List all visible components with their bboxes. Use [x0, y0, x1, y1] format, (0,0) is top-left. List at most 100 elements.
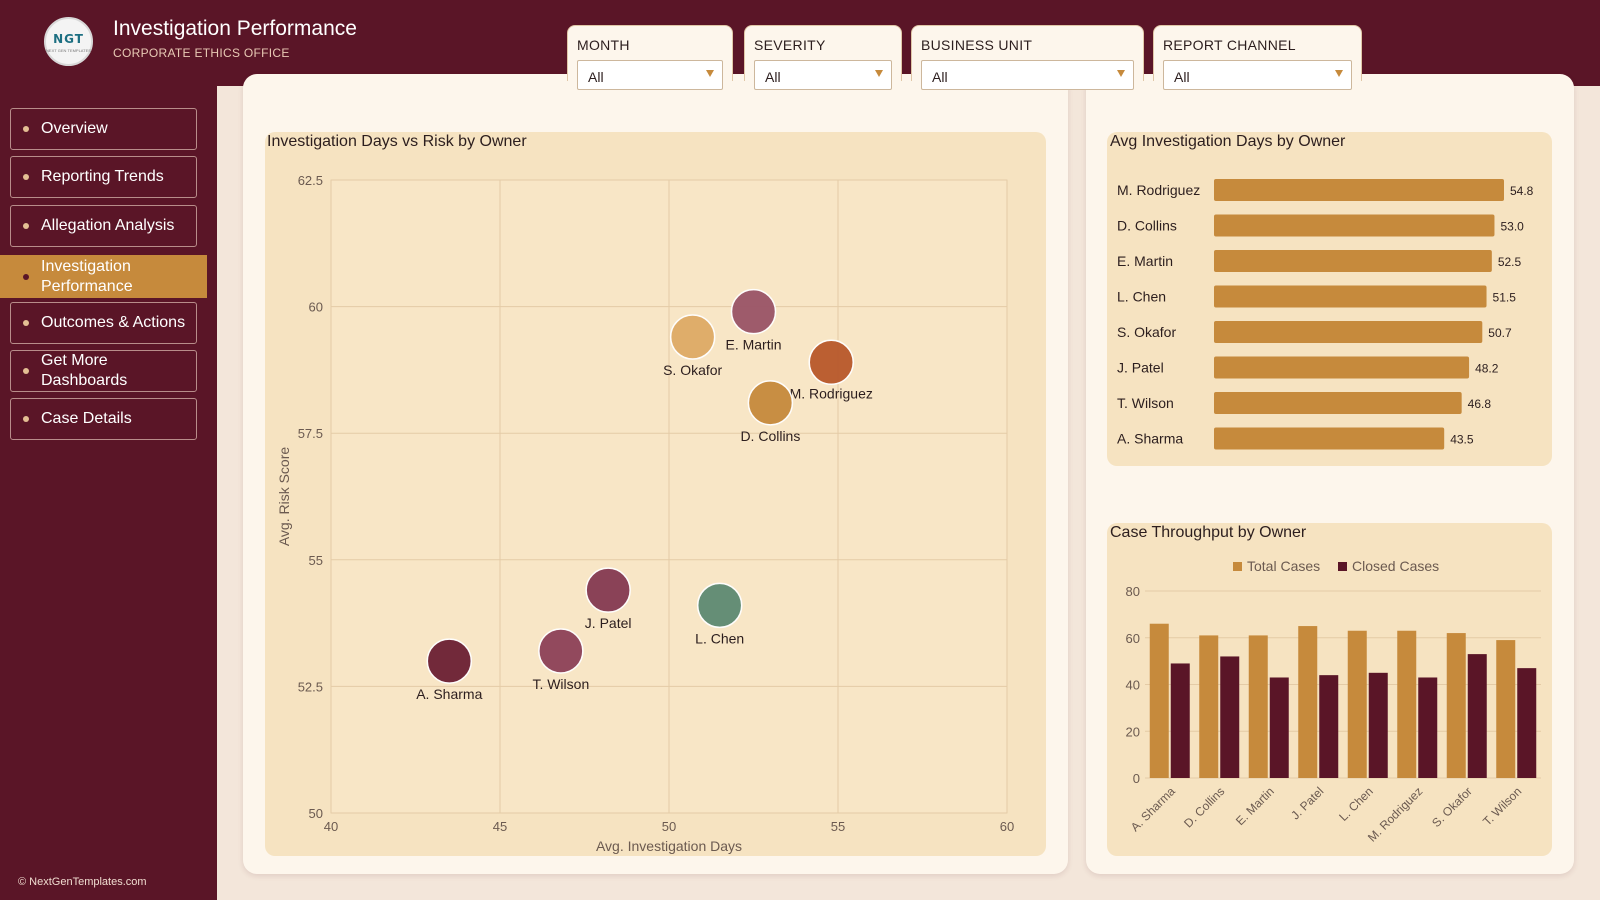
- bar-value-label: 54.8: [1510, 184, 1534, 198]
- y-tick-label: 62.5: [298, 173, 323, 188]
- report-channel-select[interactable]: All: [1163, 60, 1352, 90]
- select-value: All: [1174, 69, 1190, 85]
- chevron-down-icon: [875, 70, 883, 77]
- nav-item-case-details[interactable]: Case Details: [10, 398, 197, 440]
- scatter-point: [538, 628, 584, 674]
- filter-business-unit: BUSINESS UNIT All: [911, 25, 1144, 90]
- y-tick-label: 55: [309, 553, 323, 568]
- bar-category-label: E. Martin: [1117, 253, 1173, 269]
- column-bar: [1418, 677, 1438, 778]
- severity-select[interactable]: All: [754, 60, 892, 90]
- x-tick-label: 50: [662, 819, 676, 834]
- bar-category-label: D. Collins: [1117, 218, 1177, 234]
- nav-item-label: Allegation Analysis: [41, 217, 175, 234]
- bar-value-label: 48.2: [1475, 362, 1499, 376]
- avg-days-title: Avg Investigation Days by Owner: [1110, 133, 1346, 150]
- column-bar: [1199, 635, 1219, 778]
- avg-days-chart: M. Rodriguez 54.8 D. Collins 53.0 E. Martin 5…: [1117, 179, 1534, 450]
- column-bar: [1368, 672, 1388, 778]
- scatter-title: Investigation Days vs Risk by Owner: [267, 133, 527, 150]
- nav-item-label: Reporting Trends: [41, 168, 164, 185]
- bar: [1214, 392, 1462, 414]
- bar: [1214, 285, 1487, 308]
- nav-item-outcomes-actions[interactable]: Outcomes & Actions: [10, 302, 197, 344]
- nav-item-label: Get More Dashboards: [41, 352, 128, 389]
- bullet-icon: [23, 416, 29, 422]
- select-value: All: [588, 69, 604, 85]
- nav-item-reporting-trends[interactable]: Reporting Trends: [10, 156, 197, 198]
- legend-swatch: [1233, 562, 1242, 571]
- point-label: T. Wilson: [532, 676, 589, 692]
- column-bar: [1347, 630, 1367, 778]
- bar-value-label: 50.7: [1488, 326, 1512, 340]
- bar-category-label: J. Patel: [1117, 360, 1164, 376]
- copyright-text: © NextGenTemplates.com: [18, 876, 147, 888]
- business-unit-select[interactable]: All: [921, 60, 1134, 90]
- scatter-point: [730, 288, 777, 335]
- chevron-down-icon: [1335, 70, 1343, 77]
- month-select[interactable]: All: [577, 60, 723, 90]
- select-value: All: [932, 69, 948, 85]
- bar: [1214, 179, 1504, 201]
- bar-value-label: 46.8: [1468, 397, 1492, 411]
- x-tick-label: J. Patel: [1288, 784, 1326, 822]
- column-bar: [1467, 654, 1487, 778]
- bar-category-label: L. Chen: [1117, 289, 1166, 305]
- nav-item-investigation-performance[interactable]: Investigation Performance: [0, 255, 207, 298]
- filter-report-channel: REPORT CHANNEL All: [1153, 25, 1362, 90]
- scatter-point: [808, 339, 854, 386]
- y-tick-label: 60: [1126, 631, 1140, 646]
- point-label: E. Martin: [725, 337, 781, 353]
- scatter-point: [747, 380, 794, 426]
- column-bar: [1269, 677, 1289, 778]
- point-label: L. Chen: [695, 630, 744, 646]
- bar: [1214, 356, 1470, 379]
- nav-item-overview[interactable]: Overview: [10, 108, 197, 150]
- bar-category-label: T. Wilson: [1117, 395, 1174, 411]
- bullet-icon: [23, 223, 29, 229]
- bullet-icon: [23, 126, 29, 132]
- bullet-icon: [23, 174, 29, 180]
- column-bar: [1446, 633, 1466, 778]
- page-title: Investigation Performance: [113, 17, 357, 40]
- scatter-point: [696, 582, 743, 629]
- throughput-chart: Total Cases Closed Cases 0 20 40 60 80 A. Sharm…: [1126, 558, 1541, 845]
- x-tick-label: T. Wilson: [1480, 784, 1524, 828]
- nav-item-label: Case Details: [41, 410, 132, 427]
- sidebar: [0, 86, 217, 900]
- column-bar: [1319, 675, 1339, 778]
- column-bar: [1397, 630, 1417, 778]
- column-bar: [1517, 668, 1537, 778]
- bar-value-label: 53.0: [1500, 220, 1524, 234]
- bar-category-label: A. Sharma: [1117, 431, 1183, 447]
- point-label: J. Patel: [585, 615, 632, 631]
- bar-value-label: 52.5: [1498, 255, 1522, 269]
- column-bar: [1496, 640, 1516, 778]
- scatter-point: [585, 567, 631, 613]
- bar-value-label: 43.5: [1450, 433, 1474, 447]
- bar-category-label: M. Rodriguez: [1117, 182, 1200, 198]
- bullet-icon: [23, 320, 29, 326]
- x-tick-label: E. Martin: [1233, 784, 1277, 828]
- chevron-down-icon: [706, 70, 714, 77]
- bar-value-label: 51.5: [1493, 291, 1517, 305]
- bar: [1214, 250, 1492, 272]
- nav-item-allegation-analysis[interactable]: Allegation Analysis: [10, 205, 197, 247]
- nav-item-get-more-dashboards[interactable]: Get More Dashboards: [10, 350, 197, 392]
- point-label: A. Sharma: [416, 686, 482, 702]
- point-label: D. Collins: [740, 428, 800, 444]
- x-tick-label: 60: [1000, 819, 1014, 834]
- filter-month: MONTH All: [567, 25, 733, 90]
- nav-item-label: Outcomes & Actions: [41, 314, 186, 331]
- y-tick-label: 0: [1133, 771, 1140, 786]
- scatter-point: [426, 638, 473, 684]
- point-label: M. Rodriguez: [790, 385, 873, 401]
- x-axis-title: Avg. Investigation Days: [596, 838, 742, 854]
- x-tick-label: L. Chen: [1336, 784, 1376, 824]
- y-tick-label: 57.5: [298, 426, 323, 441]
- y-tick-label: 50: [309, 806, 323, 821]
- bar: [1214, 427, 1445, 450]
- filter-label: MONTH: [577, 37, 630, 53]
- filter-label: BUSINESS UNIT: [921, 37, 1033, 53]
- column-bar: [1298, 626, 1318, 778]
